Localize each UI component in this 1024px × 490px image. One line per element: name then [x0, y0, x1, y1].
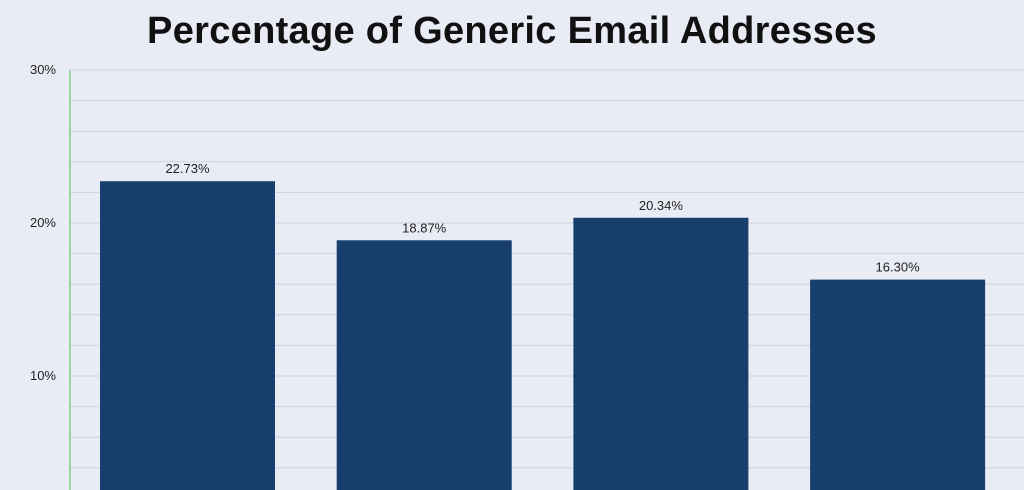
bar-value-label: 18.87% — [402, 220, 447, 235]
bar — [100, 181, 275, 490]
y-tick-label: 20% — [30, 215, 56, 230]
bar-value-label: 16.30% — [876, 260, 921, 275]
bar — [810, 279, 986, 490]
bar-value-label: 20.34% — [639, 198, 684, 213]
chart-title: Percentage of Generic Email Addresses — [147, 10, 877, 52]
bar — [573, 217, 749, 490]
bars — [100, 181, 986, 490]
data-labels: 22.73% 18.87% 20.34% 16.30% — [165, 161, 920, 274]
y-axis: 10% 20% 30% — [30, 62, 71, 490]
bar — [336, 240, 512, 490]
bar-value-label: 22.73% — [165, 161, 210, 176]
y-tick-label: 10% — [30, 368, 56, 383]
y-tick-label: 30% — [30, 62, 56, 77]
